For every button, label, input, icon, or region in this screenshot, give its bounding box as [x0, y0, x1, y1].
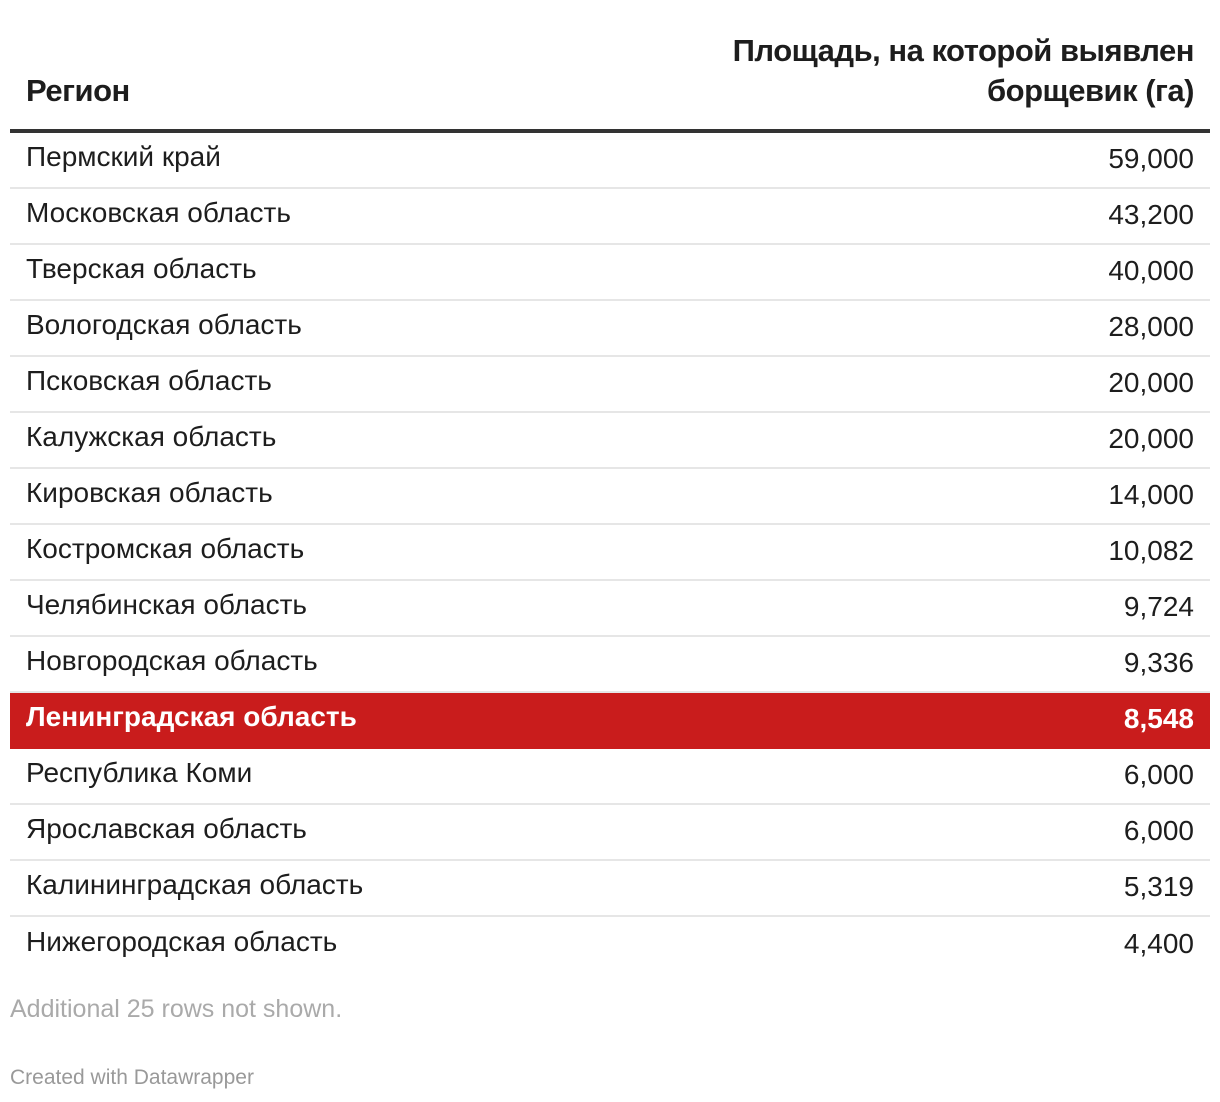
table-row: Псковская область 20,000 — [10, 357, 1210, 413]
region-column-header[interactable]: Регион — [26, 73, 130, 108]
table-row: Кировская область 14,000 — [10, 469, 1210, 525]
region-cell: Нижегородская область — [26, 926, 338, 957]
rows-not-shown-note: Additional 25 rows not shown. — [10, 995, 343, 1023]
area-value-cell: 9,724 — [1123, 591, 1194, 622]
region-cell: Пермский край — [26, 141, 221, 172]
area-value-cell: 9,336 — [1123, 647, 1194, 678]
region-cell: Ленинградская область — [26, 701, 357, 732]
area-column-header[interactable]: Площадь, на которой выявлен борщевик (га… — [732, 33, 1195, 108]
table-row: Московская область 43,200 — [10, 189, 1210, 245]
table-row: Республика Коми 6,000 — [10, 749, 1210, 805]
table-row: Костромская область 10,082 — [10, 525, 1210, 581]
table-row: Новгородская область 9,336 — [10, 637, 1210, 693]
region-cell: Псковская область — [26, 365, 272, 396]
region-cell: Калужская область — [26, 421, 277, 452]
table-row: Тверская область 40,000 — [10, 245, 1210, 301]
table-row: Калининградская область 5,319 — [10, 861, 1210, 917]
area-value-cell: 10,082 — [1108, 535, 1194, 566]
area-value-cell: 20,000 — [1108, 367, 1194, 398]
region-cell: Кировская область — [26, 477, 273, 508]
region-cell: Тверская область — [26, 253, 257, 284]
area-value-cell: 28,000 — [1108, 311, 1194, 342]
table-row: Нижегородская область 4,400 — [10, 917, 1210, 973]
table-row: Ленинградская область 8,548 — [10, 693, 1210, 749]
area-value-cell: 43,200 — [1108, 199, 1194, 230]
region-cell: Новгородская область — [26, 645, 318, 676]
table-row: Калужская область 20,000 — [10, 413, 1210, 469]
area-value-cell: 5,319 — [1123, 871, 1194, 902]
region-cell: Челябинская область — [26, 589, 307, 620]
table-row: Вологодская область 28,000 — [10, 301, 1210, 357]
datawrapper-credit[interactable]: Created with Datawrapper — [10, 1066, 254, 1089]
area-value-cell: 8,548 — [1123, 703, 1194, 734]
area-value-cell: 20,000 — [1108, 423, 1194, 454]
region-cell: Вологодская область — [26, 309, 302, 340]
table-row: Ярославская область 6,000 — [10, 805, 1210, 861]
table-row: Челябинская область 9,724 — [10, 581, 1210, 637]
table-row: Пермский край 59,000 — [10, 133, 1210, 189]
area-value-cell: 6,000 — [1123, 815, 1194, 846]
area-value-cell: 40,000 — [1108, 255, 1194, 286]
region-cell: Ярославская область — [26, 813, 307, 844]
table-body: Пермский край 59,000 Московская область 43,… — [10, 133, 1210, 973]
area-value-cell: 59,000 — [1108, 143, 1194, 174]
region-cell: Московская область — [26, 197, 291, 228]
table-header: Регион Площадь, на которой выявлен борще… — [10, 0, 1210, 133]
region-cell: Калининградская область — [26, 869, 364, 900]
area-value-cell: 14,000 — [1108, 479, 1194, 510]
area-value-cell: 4,400 — [1123, 928, 1194, 959]
area-value-cell: 6,000 — [1123, 759, 1194, 790]
data-table: Регион Площадь, на которой выявлен борще… — [10, 0, 1210, 973]
region-cell: Костромская область — [26, 533, 305, 564]
region-cell: Республика Коми — [26, 757, 253, 788]
